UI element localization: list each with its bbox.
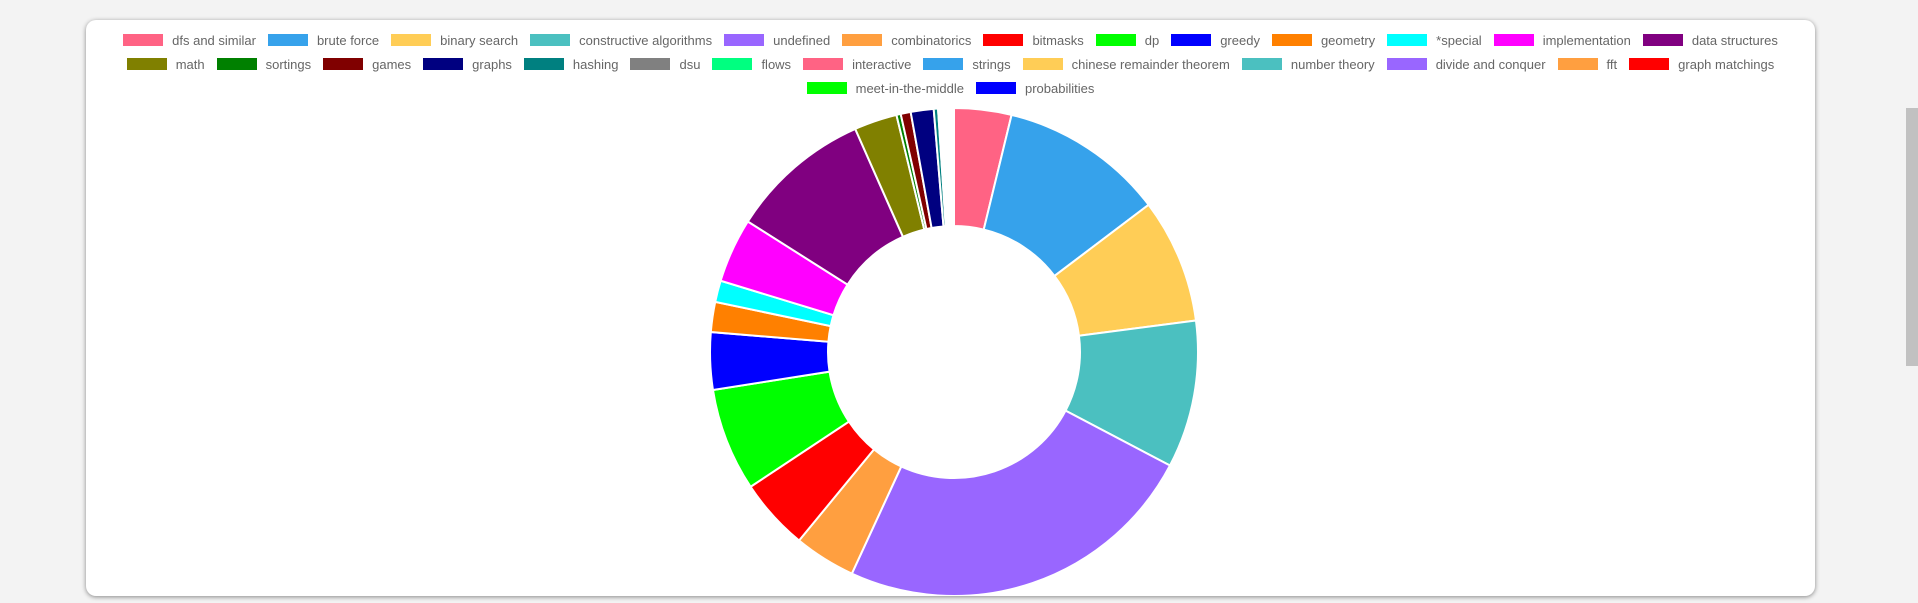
legend-label: sortings bbox=[265, 56, 312, 72]
legend-item[interactable]: number theory bbox=[1241, 56, 1375, 72]
legend-label: games bbox=[372, 56, 412, 72]
legend-item[interactable]: implementation bbox=[1493, 32, 1631, 48]
legend-swatch bbox=[923, 58, 964, 70]
page-scrollbar[interactable] bbox=[1906, 0, 1918, 603]
legend-item[interactable]: graph matchings bbox=[1629, 57, 1774, 72]
legend-swatch bbox=[1022, 58, 1063, 70]
legend-item[interactable]: binary search bbox=[391, 33, 518, 48]
legend-label: strings bbox=[972, 56, 1011, 72]
legend-label: dp bbox=[1144, 32, 1160, 48]
legend-swatch bbox=[1271, 34, 1312, 46]
legend-label: binary search bbox=[440, 32, 519, 48]
legend-label: greedy bbox=[1220, 32, 1260, 48]
legend-swatch bbox=[523, 58, 564, 70]
legend-item[interactable]: dp bbox=[1095, 32, 1160, 48]
legend-item[interactable]: sortings bbox=[216, 56, 312, 72]
legend-item[interactable]: strings bbox=[923, 56, 1011, 72]
legend-item[interactable]: divide and conquer bbox=[1386, 56, 1546, 72]
legend-label: graphs bbox=[472, 56, 512, 72]
legend-label: data structures bbox=[1691, 32, 1778, 48]
legend-label: implementation bbox=[1542, 32, 1631, 48]
legend-item[interactable]: chinese remainder theorem bbox=[1022, 56, 1230, 72]
legend-swatch bbox=[1387, 34, 1428, 46]
legend-swatch bbox=[1241, 58, 1282, 70]
legend-label: meet-in-the-middle bbox=[855, 80, 964, 96]
legend-label: dfs and similar bbox=[172, 32, 256, 48]
legend-item[interactable]: geometry bbox=[1271, 32, 1376, 48]
legend-swatch bbox=[1493, 34, 1534, 46]
legend-label: hashing bbox=[572, 56, 619, 72]
legend-swatch bbox=[724, 34, 765, 46]
legend-item[interactable]: math bbox=[126, 56, 205, 72]
legend-swatch bbox=[803, 58, 844, 70]
legend-swatch bbox=[630, 58, 671, 70]
legend-item[interactable]: data structures bbox=[1642, 32, 1778, 48]
legend-swatch bbox=[267, 34, 308, 46]
legend-item[interactable]: greedy bbox=[1171, 33, 1260, 48]
legend-row: dfs and similar brute force binary search c… bbox=[117, 28, 1784, 52]
legend-label: probabilities bbox=[1025, 80, 1095, 96]
legend-item[interactable]: brute force bbox=[267, 32, 380, 48]
doughnut-chart bbox=[709, 106, 1199, 596]
legend-swatch bbox=[806, 82, 847, 94]
legend-label: flows bbox=[761, 56, 792, 72]
legend-label: combinatorics bbox=[891, 32, 972, 48]
legend-label: chinese remainder theorem bbox=[1071, 56, 1230, 72]
legend-swatch bbox=[983, 34, 1024, 46]
chart-card: dfs and similar brute force binary search c… bbox=[86, 20, 1815, 596]
scrollbar-thumb[interactable] bbox=[1906, 108, 1918, 366]
legend-item[interactable]: undefined bbox=[724, 33, 830, 48]
legend-swatch bbox=[216, 58, 257, 70]
legend-swatch bbox=[1557, 58, 1598, 70]
legend-swatch bbox=[842, 34, 883, 46]
legend-swatch bbox=[1171, 34, 1212, 46]
legend-item[interactable]: graphs bbox=[423, 57, 512, 72]
legend-swatch bbox=[530, 34, 571, 46]
donut-slice-probabilities[interactable] bbox=[951, 106, 955, 228]
legend-label: bitmasks bbox=[1032, 32, 1084, 48]
legend-label: graph matchings bbox=[1678, 56, 1775, 72]
legend-label: number theory bbox=[1290, 56, 1375, 72]
legend-label: interactive bbox=[852, 56, 912, 72]
legend-item[interactable]: games bbox=[323, 57, 411, 72]
legend-swatch bbox=[976, 82, 1016, 94]
legend-swatch bbox=[391, 34, 432, 46]
legend-item[interactable]: dsu bbox=[630, 57, 700, 72]
legend-label: dsu bbox=[679, 56, 701, 72]
legend-item[interactable]: fft bbox=[1557, 56, 1618, 72]
legend-item[interactable]: dfs and similar bbox=[123, 33, 256, 48]
legend-item[interactable]: probabilities bbox=[976, 81, 1094, 96]
legend-swatch bbox=[712, 58, 753, 70]
legend-row: meet-in-the-middle probabilities bbox=[801, 76, 1101, 100]
legend-label: geometry bbox=[1320, 32, 1376, 48]
chart-legend: dfs and similar brute force binary search c… bbox=[86, 28, 1815, 100]
legend-label: *special bbox=[1436, 32, 1482, 48]
donut-slice-undefined[interactable] bbox=[850, 409, 1172, 596]
legend-item[interactable]: hashing bbox=[523, 56, 619, 72]
legend-label: constructive algorithms bbox=[579, 32, 713, 48]
legend-swatch bbox=[123, 34, 164, 46]
legend-item[interactable]: constructive algorithms bbox=[530, 33, 712, 48]
legend-swatch bbox=[1629, 58, 1670, 70]
legend-swatch bbox=[1095, 34, 1136, 46]
legend-item[interactable]: combinatorics bbox=[842, 33, 971, 48]
legend-label: math bbox=[175, 56, 205, 72]
legend-item[interactable]: interactive bbox=[803, 57, 911, 72]
legend-swatch bbox=[423, 58, 464, 70]
legend-item[interactable]: bitmasks bbox=[983, 32, 1084, 48]
legend-swatch bbox=[1642, 34, 1683, 46]
legend-swatch bbox=[126, 58, 167, 70]
legend-row: math sortings games graphs hashing dsu flows in… bbox=[121, 52, 1781, 76]
legend-item[interactable]: *special bbox=[1387, 33, 1482, 48]
legend-item[interactable]: meet-in-the-middle bbox=[806, 80, 964, 96]
legend-label: divide and conquer bbox=[1435, 56, 1546, 72]
legend-label: fft bbox=[1606, 56, 1618, 72]
legend-label: undefined bbox=[773, 32, 831, 48]
legend-label: brute force bbox=[316, 32, 380, 48]
legend-item[interactable]: flows bbox=[712, 57, 791, 72]
legend-swatch bbox=[323, 58, 364, 70]
legend-swatch bbox=[1386, 58, 1427, 70]
